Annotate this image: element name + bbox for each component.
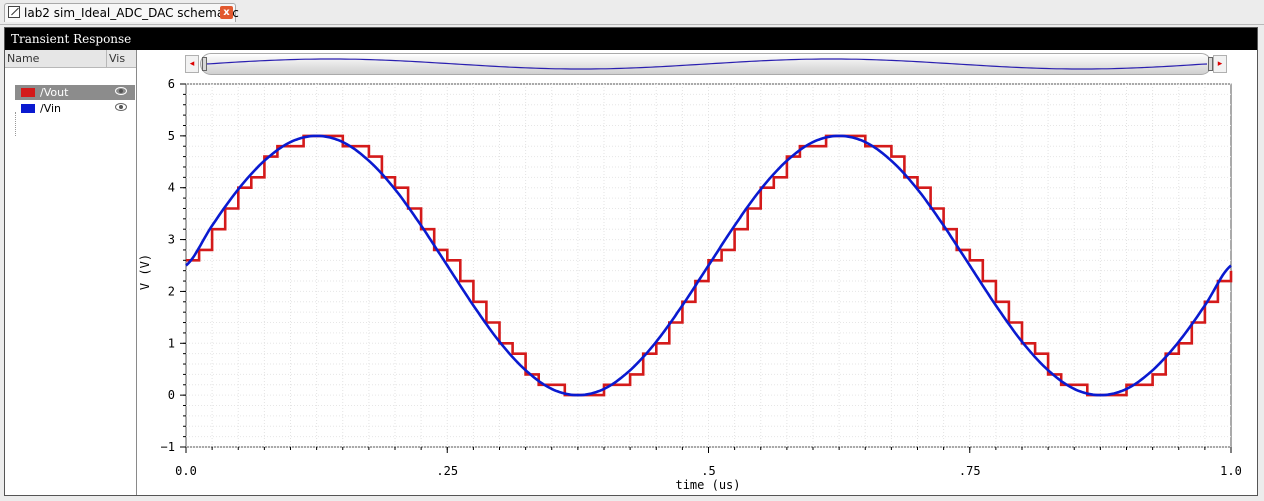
y-tick-label: 6 bbox=[168, 77, 175, 91]
scroll-right-button[interactable]: ▸ bbox=[1213, 55, 1227, 73]
legend-name-column[interactable]: Name bbox=[7, 52, 40, 65]
scroll-left-button[interactable]: ◂ bbox=[185, 55, 199, 73]
legend-header: Name Vis bbox=[5, 50, 136, 68]
window-title: Transient Response bbox=[5, 28, 1257, 50]
signal-legend-panel: Name Vis /Vout /Vin bbox=[5, 50, 137, 495]
x-axis-label: time (us) bbox=[675, 478, 740, 492]
y-tick-label: 1 bbox=[168, 336, 175, 350]
overview-track[interactable] bbox=[200, 53, 1212, 75]
overview-scroller[interactable]: ◂ ▸ bbox=[182, 52, 1230, 76]
legend-item-label: /Vout bbox=[40, 86, 69, 99]
close-tab-icon[interactable]: x bbox=[220, 6, 233, 19]
vout-trace bbox=[186, 134, 1233, 397]
overview-left-handle[interactable] bbox=[202, 57, 207, 71]
plot-axes: 0.0 .25 .5 .75 1.0 −1 0 1 2 3 4 5 6 bbox=[161, 77, 1242, 478]
document-tab-bar: lab2 sim_Ideal_ADC_DAC schematic x bbox=[0, 0, 1264, 25]
vin-trace bbox=[185, 134, 1232, 397]
legend-item-label: /Vin bbox=[40, 102, 62, 115]
eye-icon[interactable] bbox=[115, 87, 127, 95]
legend-item-vout[interactable]: /Vout bbox=[15, 85, 135, 100]
x-tick-label: .5 bbox=[701, 464, 715, 478]
overview-right-handle[interactable] bbox=[1208, 57, 1213, 71]
document-tab[interactable]: lab2 sim_Ideal_ADC_DAC schematic x bbox=[4, 3, 239, 22]
y-tick-label: 0 bbox=[168, 388, 175, 402]
tab-title: lab2 sim_Ideal_ADC_DAC schematic bbox=[24, 6, 239, 20]
y-axis-label: V (V) bbox=[138, 254, 152, 290]
legend-vis-column[interactable]: Vis bbox=[109, 52, 126, 65]
y-tick-label: 5 bbox=[168, 129, 175, 143]
x-tick-label: 0.0 bbox=[175, 464, 197, 478]
overview-mini-waveform bbox=[204, 58, 1208, 70]
y-tick-label: 4 bbox=[168, 181, 175, 195]
x-tick-label: .75 bbox=[959, 464, 981, 478]
y-tick-label: 3 bbox=[168, 233, 175, 247]
schematic-document-icon bbox=[8, 6, 20, 18]
y-tick-label: 2 bbox=[168, 284, 175, 298]
x-tick-label: .25 bbox=[436, 464, 458, 478]
y-tick-label: −1 bbox=[161, 440, 175, 454]
plot-series bbox=[185, 134, 1233, 397]
x-tick-label: 1.0 bbox=[1220, 464, 1242, 478]
tree-connector bbox=[15, 112, 17, 136]
eye-icon[interactable] bbox=[115, 103, 127, 111]
vout-color-swatch bbox=[21, 88, 35, 97]
legend-item-vin[interactable]: /Vin bbox=[15, 101, 135, 116]
column-divider[interactable] bbox=[106, 50, 107, 67]
vin-color-swatch bbox=[21, 104, 35, 113]
